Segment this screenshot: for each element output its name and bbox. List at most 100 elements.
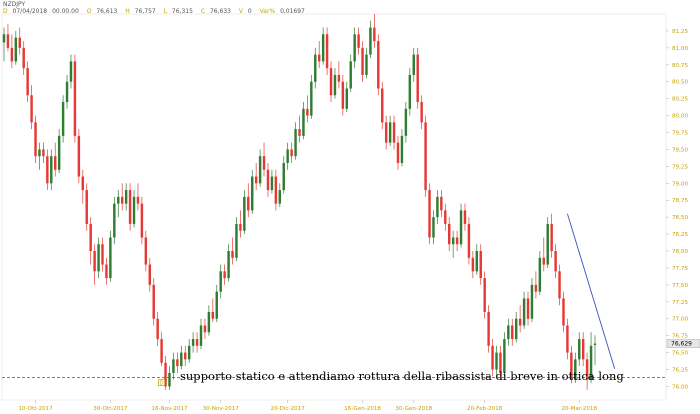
y-tick-label: 80,75 bbox=[672, 63, 688, 69]
candle-body bbox=[195, 339, 199, 346]
x-tick-label: 20-Dic-2017 bbox=[271, 406, 306, 412]
x-tick-label: 10-Ott-2017 bbox=[18, 406, 53, 412]
candle-body bbox=[589, 345, 593, 380]
candle-body bbox=[361, 47, 364, 75]
candle-body bbox=[148, 264, 152, 285]
candle-body bbox=[53, 156, 57, 170]
candle-body bbox=[483, 278, 486, 312]
candle-body bbox=[207, 311, 211, 333]
y-tick-label: 81,00 bbox=[672, 46, 688, 52]
candle-body bbox=[176, 359, 179, 367]
candle-body bbox=[578, 339, 581, 360]
candle-body bbox=[424, 122, 427, 191]
candle-body bbox=[333, 74, 337, 96]
candle-body bbox=[581, 339, 585, 360]
candle-body bbox=[495, 352, 498, 370]
ohlc-readout: D 07/04/2018 00.00.00 O 76,613 H 76,757 … bbox=[3, 8, 311, 15]
last-price-box bbox=[666, 339, 700, 348]
y-tick-label: 78,00 bbox=[672, 249, 688, 255]
candle-body bbox=[357, 34, 360, 48]
candle-body bbox=[321, 34, 325, 62]
candle-body bbox=[317, 54, 321, 62]
candle-body bbox=[18, 37, 21, 48]
y-tick-label: 78,50 bbox=[672, 215, 688, 221]
candle-body bbox=[475, 251, 479, 272]
candle-body bbox=[105, 264, 108, 279]
high-value: 76,757 bbox=[134, 8, 156, 15]
candle-body bbox=[85, 190, 88, 224]
candle-body bbox=[554, 251, 557, 272]
date-key: D bbox=[3, 8, 8, 15]
candle-body bbox=[199, 325, 203, 346]
candle-body bbox=[30, 95, 33, 123]
candle-body bbox=[113, 203, 116, 238]
candle-body bbox=[61, 102, 65, 136]
candle-body bbox=[156, 318, 159, 340]
candle-body bbox=[298, 129, 301, 136]
candle-body bbox=[400, 135, 404, 163]
y-tick-label: 76,75 bbox=[672, 334, 688, 340]
candle-body bbox=[132, 196, 136, 224]
open-key: O bbox=[86, 8, 92, 15]
candle-body bbox=[262, 156, 266, 170]
candle-body bbox=[38, 149, 41, 157]
candle-body bbox=[46, 156, 49, 184]
candle-body bbox=[187, 345, 191, 360]
candle-body bbox=[247, 196, 250, 211]
candle-body bbox=[73, 61, 77, 136]
candle-body bbox=[530, 284, 534, 319]
high-key: H bbox=[125, 8, 130, 15]
candle-body bbox=[558, 271, 561, 299]
candle-body bbox=[22, 47, 25, 69]
candle-body bbox=[109, 237, 112, 279]
candle-body bbox=[365, 54, 368, 75]
candle-body bbox=[160, 339, 163, 363]
candle-body bbox=[566, 325, 569, 353]
candle-body bbox=[152, 284, 155, 319]
candle-body bbox=[97, 244, 100, 272]
candle-body bbox=[164, 362, 167, 387]
candle-body bbox=[444, 210, 447, 224]
candle-body bbox=[50, 156, 53, 184]
candle-body bbox=[184, 352, 187, 360]
time-value: 00.00.00 bbox=[52, 8, 79, 15]
candle-body bbox=[396, 142, 400, 163]
candle-body bbox=[215, 291, 218, 319]
y-tick-label: 76,25 bbox=[672, 368, 688, 374]
annotation-marker bbox=[158, 379, 165, 387]
candle-body bbox=[329, 68, 333, 96]
candle-body bbox=[306, 108, 309, 116]
candle-body bbox=[203, 325, 207, 333]
candle-body bbox=[373, 27, 376, 42]
candle-body bbox=[507, 325, 510, 340]
plot-frame bbox=[1, 13, 667, 401]
x-tick-label: 20-Feb-2018 bbox=[467, 406, 503, 412]
y-tick-label: 79,25 bbox=[672, 164, 688, 170]
candle-body bbox=[168, 372, 171, 387]
candle-body bbox=[128, 190, 132, 224]
candle-body bbox=[479, 251, 482, 279]
candle-body bbox=[345, 88, 349, 109]
candle-body bbox=[325, 34, 329, 69]
candle-body bbox=[341, 81, 345, 109]
volume-key: V bbox=[238, 8, 243, 15]
candle-body bbox=[6, 34, 10, 48]
candle-body bbox=[314, 54, 317, 82]
var-key: Var% bbox=[259, 8, 276, 15]
candle-body bbox=[574, 359, 577, 380]
candle-body bbox=[337, 74, 341, 82]
candle-body bbox=[219, 271, 222, 292]
candle-body bbox=[211, 311, 215, 319]
candle-body bbox=[388, 122, 392, 143]
candle-body bbox=[172, 359, 175, 373]
candle-body bbox=[381, 88, 384, 123]
candle-body bbox=[270, 176, 274, 191]
trendline bbox=[566, 213, 616, 369]
low-key: L bbox=[163, 8, 167, 15]
y-tick-label: 81,25 bbox=[672, 29, 688, 35]
candle-body bbox=[136, 196, 140, 204]
candle-body bbox=[26, 68, 29, 96]
candle-body bbox=[302, 108, 305, 136]
y-tick-label: 77,25 bbox=[672, 300, 688, 306]
